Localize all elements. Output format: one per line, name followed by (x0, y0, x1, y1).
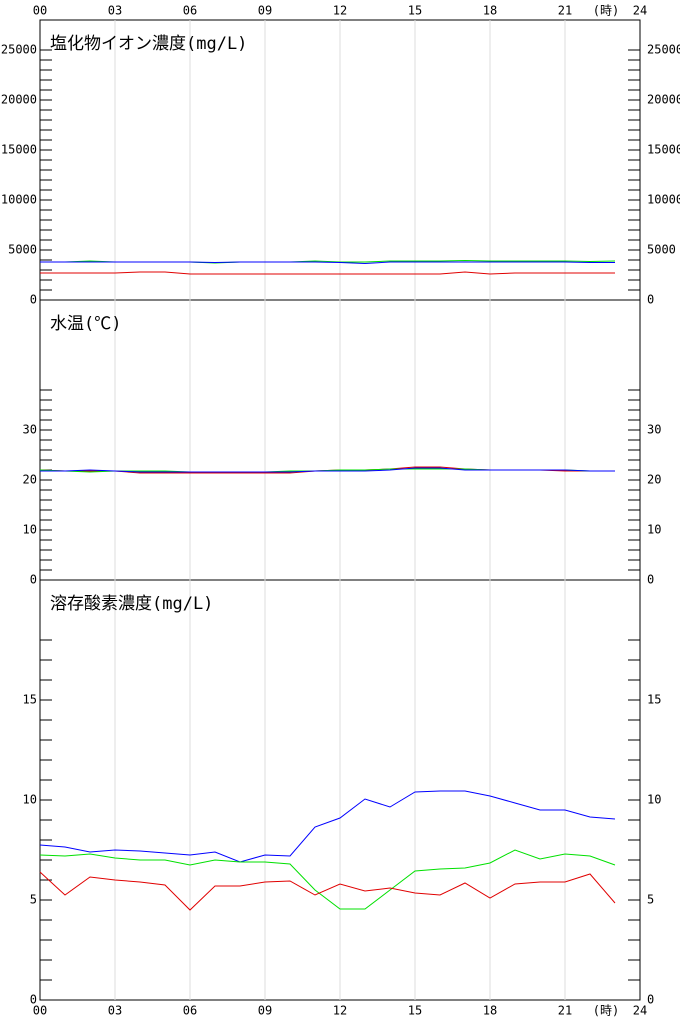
y-tick-label-right: 20000 (647, 93, 680, 107)
x-tick-label: 24 (633, 4, 647, 18)
y-tick-label-right: 15 (647, 693, 661, 707)
x-tick-label: 06 (183, 1004, 197, 1018)
y-tick-label: 10000 (1, 193, 37, 207)
data-line (39, 790, 616, 863)
x-tick-label: 24 (633, 1004, 647, 1018)
x-tick-label: 09 (258, 4, 272, 18)
data-line (40, 261, 615, 265)
y-tick-label-right: 10000 (647, 193, 680, 207)
y-tick-label-right: 5 (647, 893, 654, 907)
y-tick-label: 5000 (8, 243, 37, 257)
y-tick-label-right: 15000 (647, 143, 680, 157)
y-tick-label: 0 (30, 993, 37, 1007)
x-unit: (時) (593, 4, 619, 18)
y-tick-label: 20000 (1, 93, 37, 107)
y-tick-label: 20 (23, 473, 37, 487)
y-tick-label: 15000 (1, 143, 37, 157)
x-tick-label: 21 (558, 1004, 572, 1018)
y-tick-label-right: 25000 (647, 43, 680, 57)
panel-title: 溶存酸素濃度(mg/L) (50, 594, 213, 614)
y-tick-label: 5 (30, 893, 37, 907)
x-tick-label: 03 (108, 1004, 122, 1018)
x-tick-label: 00 (33, 4, 47, 18)
y-tick-label-right: 10 (647, 523, 661, 537)
y-tick-label: 10 (23, 523, 37, 537)
x-tick-label: 12 (333, 4, 347, 18)
y-tick-label-right: 10 (647, 793, 661, 807)
x-tick-label: 18 (483, 4, 497, 18)
y-tick-label-right: 20 (647, 473, 661, 487)
data-line (40, 467, 615, 473)
y-tick-label: 15 (23, 693, 37, 707)
x-tick-label: 21 (558, 4, 572, 18)
x-tick-label: 09 (258, 1004, 272, 1018)
panel-title: 塩化物イオン濃度(mg/L) (50, 34, 247, 54)
x-tick-label: 00 (33, 1004, 47, 1018)
y-tick-label-right: 0 (647, 573, 654, 587)
y-tick-label-right: 30 (647, 423, 661, 437)
y-tick-label-right: 0 (647, 293, 654, 307)
x-tick-label: 12 (333, 1004, 347, 1018)
panel-title: 水温(℃) (50, 314, 121, 334)
y-tick-label: 10 (23, 793, 37, 807)
data-line (39, 849, 616, 910)
y-tick-label-right: 5000 (647, 243, 676, 257)
y-tick-label: 30 (23, 423, 37, 437)
x-unit: (時) (593, 1004, 619, 1018)
y-tick-label: 25000 (1, 43, 37, 57)
x-tick-label: 03 (108, 4, 122, 18)
x-tick-label: 18 (483, 1004, 497, 1018)
x-tick-label: 15 (408, 1004, 422, 1018)
data-line (40, 271, 615, 275)
y-tick-label: 0 (30, 293, 37, 307)
y-tick-label-right: 0 (647, 993, 654, 1007)
x-tick-label: 06 (183, 4, 197, 18)
x-tick-label: 15 (408, 4, 422, 18)
y-tick-label: 0 (30, 573, 37, 587)
data-line (39, 871, 616, 911)
